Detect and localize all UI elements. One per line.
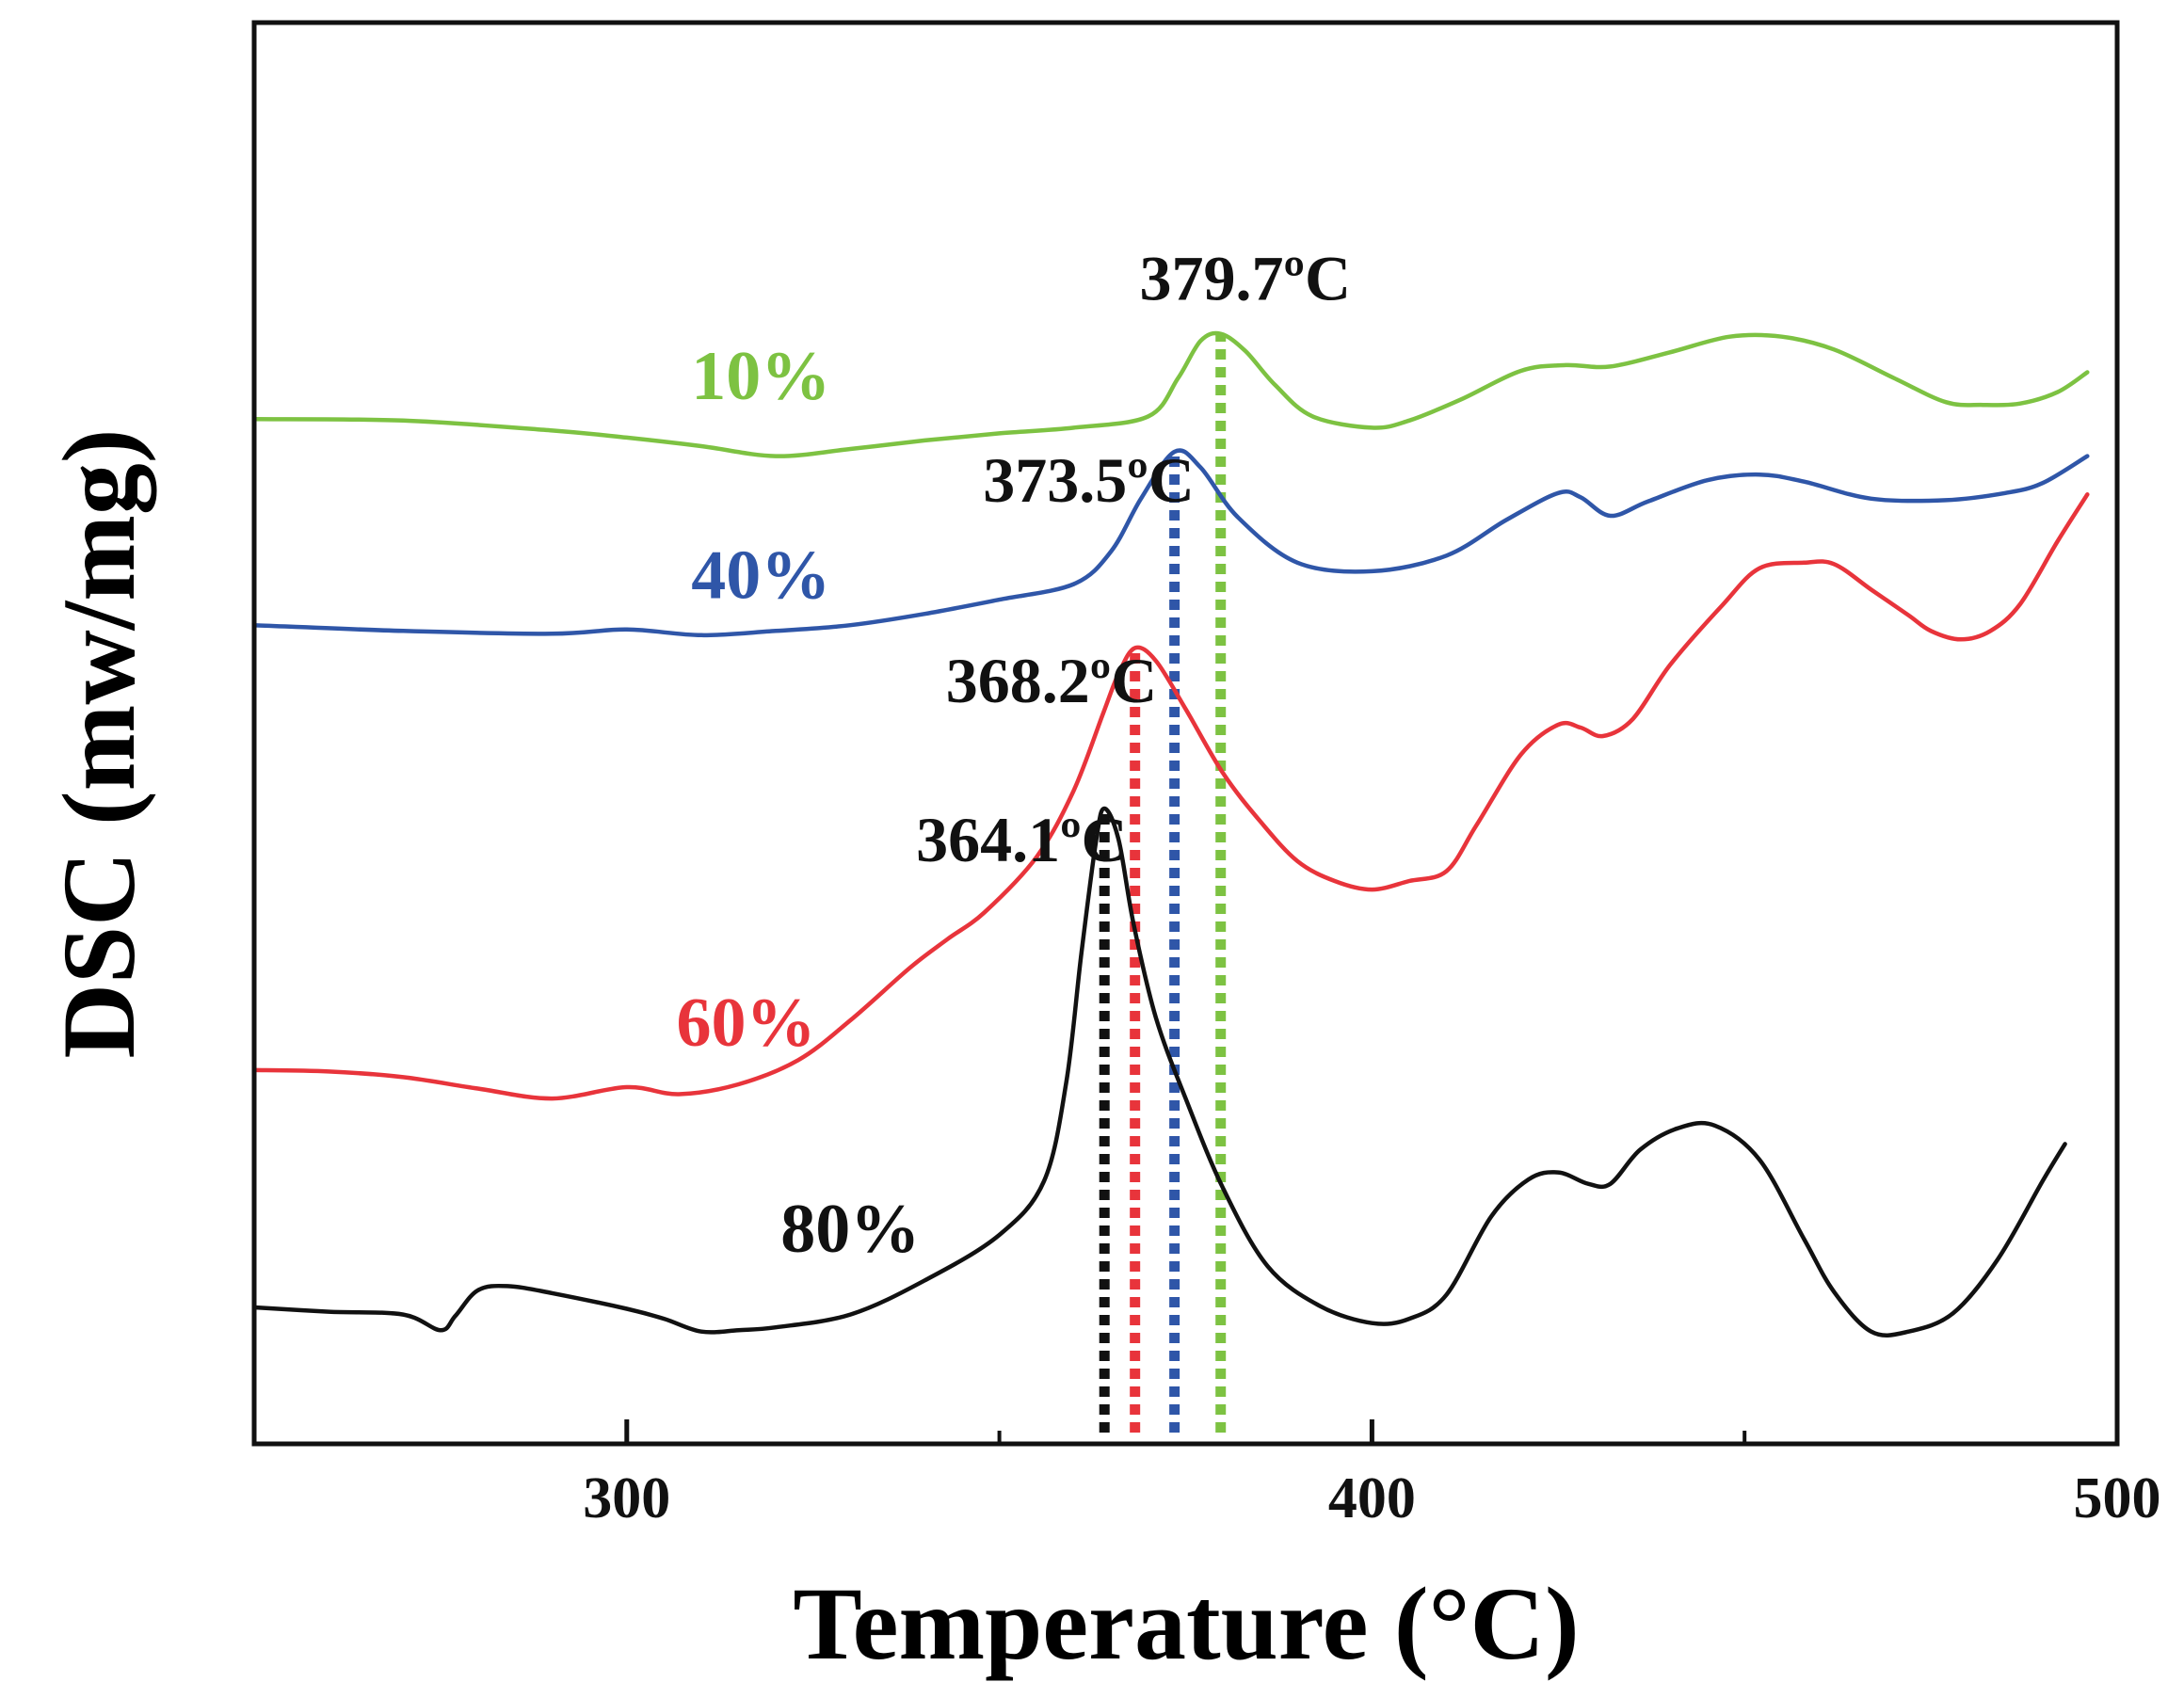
y-axis-title: DSC (mw/mg) <box>41 428 156 1058</box>
x-axis-ticks: 300 400 500 <box>583 1419 2161 1530</box>
series-line-60pct <box>251 492 2090 1101</box>
x-tick-label: 500 <box>2074 1466 2161 1530</box>
series-label-60pct: 60% <box>676 985 815 1062</box>
series-lines <box>251 330 2090 1338</box>
series-line-10pct <box>251 330 2090 458</box>
series-line-40pct <box>251 448 2090 638</box>
x-tick-label: 400 <box>1328 1466 1416 1530</box>
peak-marker-lines <box>1099 333 1227 1433</box>
plot-frame <box>251 20 2120 1447</box>
series-label-80pct: 80% <box>780 1191 920 1268</box>
series-labels: 10% 40% 60% 80% <box>676 338 920 1268</box>
peak-label-80pct: 364.1ºC <box>916 804 1128 875</box>
peak-labels: 379.7ºC 373.5ºC 368.2ºC 364.1ºC <box>916 242 1351 874</box>
peak-label-60pct: 368.2ºC <box>946 645 1158 716</box>
x-tick-label: 300 <box>583 1466 670 1530</box>
peak-label-10pct: 379.7ºC <box>1140 242 1352 313</box>
series-label-40pct: 40% <box>691 537 830 615</box>
x-axis-title: Temperature (°C) <box>793 1566 1579 1681</box>
series-line-80pct <box>251 806 2067 1338</box>
peak-label-40pct: 373.5ºC <box>983 444 1195 516</box>
series-label-10pct: 10% <box>691 338 830 415</box>
